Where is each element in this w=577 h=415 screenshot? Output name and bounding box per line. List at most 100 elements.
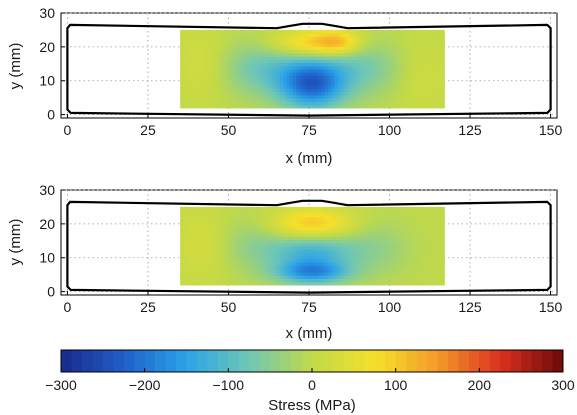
stress-cell [199, 252, 204, 257]
stress-cell [360, 42, 365, 47]
stress-cell [251, 262, 255, 266]
stress-cell [399, 255, 403, 260]
stress-cell [405, 85, 410, 89]
stress-cell [331, 98, 336, 102]
stress-cell [280, 206, 284, 211]
stress-cell [193, 85, 197, 89]
stress-cell [370, 265, 375, 270]
stress-cell [276, 81, 281, 86]
colorbar-cell [238, 350, 250, 372]
stress-cell [321, 258, 326, 263]
stress-cell [260, 36, 265, 41]
stress-cell [189, 101, 194, 106]
stress-cell [431, 59, 436, 63]
stress-cell [344, 226, 349, 231]
stress-cell [238, 275, 242, 279]
stress-cell [309, 78, 313, 83]
stress-cell [254, 268, 259, 273]
stress-cell [251, 88, 255, 93]
stress-cell [215, 101, 220, 106]
stress-cell [360, 216, 365, 221]
stress-cell [231, 262, 236, 266]
stress-cell [273, 94, 278, 99]
stress-cell [196, 72, 201, 76]
stress-cell [360, 88, 365, 93]
stress-cell [241, 81, 246, 86]
colorbar-cell [301, 350, 313, 372]
stress-cell [280, 91, 284, 96]
stress-cell [199, 232, 204, 237]
stress-cell [254, 242, 259, 247]
stress-cell [363, 262, 368, 266]
stress-cell [292, 98, 297, 102]
stress-cell [299, 255, 304, 260]
stress-cell [424, 249, 429, 253]
stress-cell [421, 46, 426, 51]
stress-cell [363, 101, 368, 106]
stress-cell [222, 239, 226, 244]
stress-cell [199, 210, 204, 215]
stress-cell [228, 46, 233, 51]
stress-cell [254, 81, 259, 86]
stress-cell [199, 265, 204, 270]
stress-cell [424, 49, 429, 54]
stress-cell [373, 75, 378, 80]
stress-cell [292, 252, 297, 257]
stress-cell [238, 245, 242, 250]
stress-cell [379, 59, 384, 63]
stress-cell [341, 78, 346, 83]
stress-cell [276, 216, 281, 221]
stress-cell [337, 268, 342, 273]
stress-cell [231, 216, 236, 221]
stress-cell [325, 55, 329, 60]
stress-cell [318, 210, 323, 215]
stress-cell [357, 88, 362, 93]
stress-cell [328, 59, 333, 63]
stress-cell [228, 265, 233, 270]
stress-cell [408, 271, 413, 276]
stress-cell [337, 232, 342, 237]
stress-cell [366, 52, 371, 57]
stress-cell [257, 81, 262, 86]
stress-cell [276, 255, 281, 260]
stress-cell [180, 223, 184, 228]
stress-cell [441, 213, 445, 218]
stress-cell [189, 36, 194, 41]
stress-cell [254, 229, 259, 234]
stress-cell [305, 52, 310, 57]
stress-cell [302, 91, 307, 96]
stress-cell [402, 91, 407, 96]
stress-cell [334, 213, 339, 218]
stress-cell [402, 55, 407, 60]
stress-cell [241, 52, 246, 57]
stress-cell [193, 232, 197, 237]
stress-cell [280, 271, 284, 276]
stress-cell [296, 278, 300, 283]
stress-cell [418, 52, 423, 57]
stress-cell [247, 68, 252, 73]
stress-cell [379, 46, 384, 51]
stress-cell [212, 78, 217, 83]
stress-cell [328, 42, 333, 47]
stress-cell [238, 210, 242, 215]
stress-cell [280, 52, 284, 57]
stress-cell [408, 229, 413, 234]
stress-cell [408, 75, 413, 80]
stress-cell [286, 88, 291, 93]
stress-cell [270, 275, 275, 279]
stress-cell [309, 85, 313, 89]
stress-cell [408, 46, 413, 51]
stress-cell [212, 278, 217, 283]
stress-cell [202, 210, 207, 215]
stress-cell [263, 268, 268, 273]
stress-cell [434, 81, 439, 86]
stress-cell [205, 75, 210, 80]
stress-cell [247, 255, 252, 260]
stress-cell [199, 216, 204, 221]
stress-cell [331, 232, 336, 237]
stress-cell [276, 242, 281, 247]
bottom-y-axis-label: y (mm) [7, 219, 24, 266]
stress-cell [334, 91, 339, 96]
stress-cell [408, 275, 413, 279]
stress-cell [238, 29, 242, 34]
